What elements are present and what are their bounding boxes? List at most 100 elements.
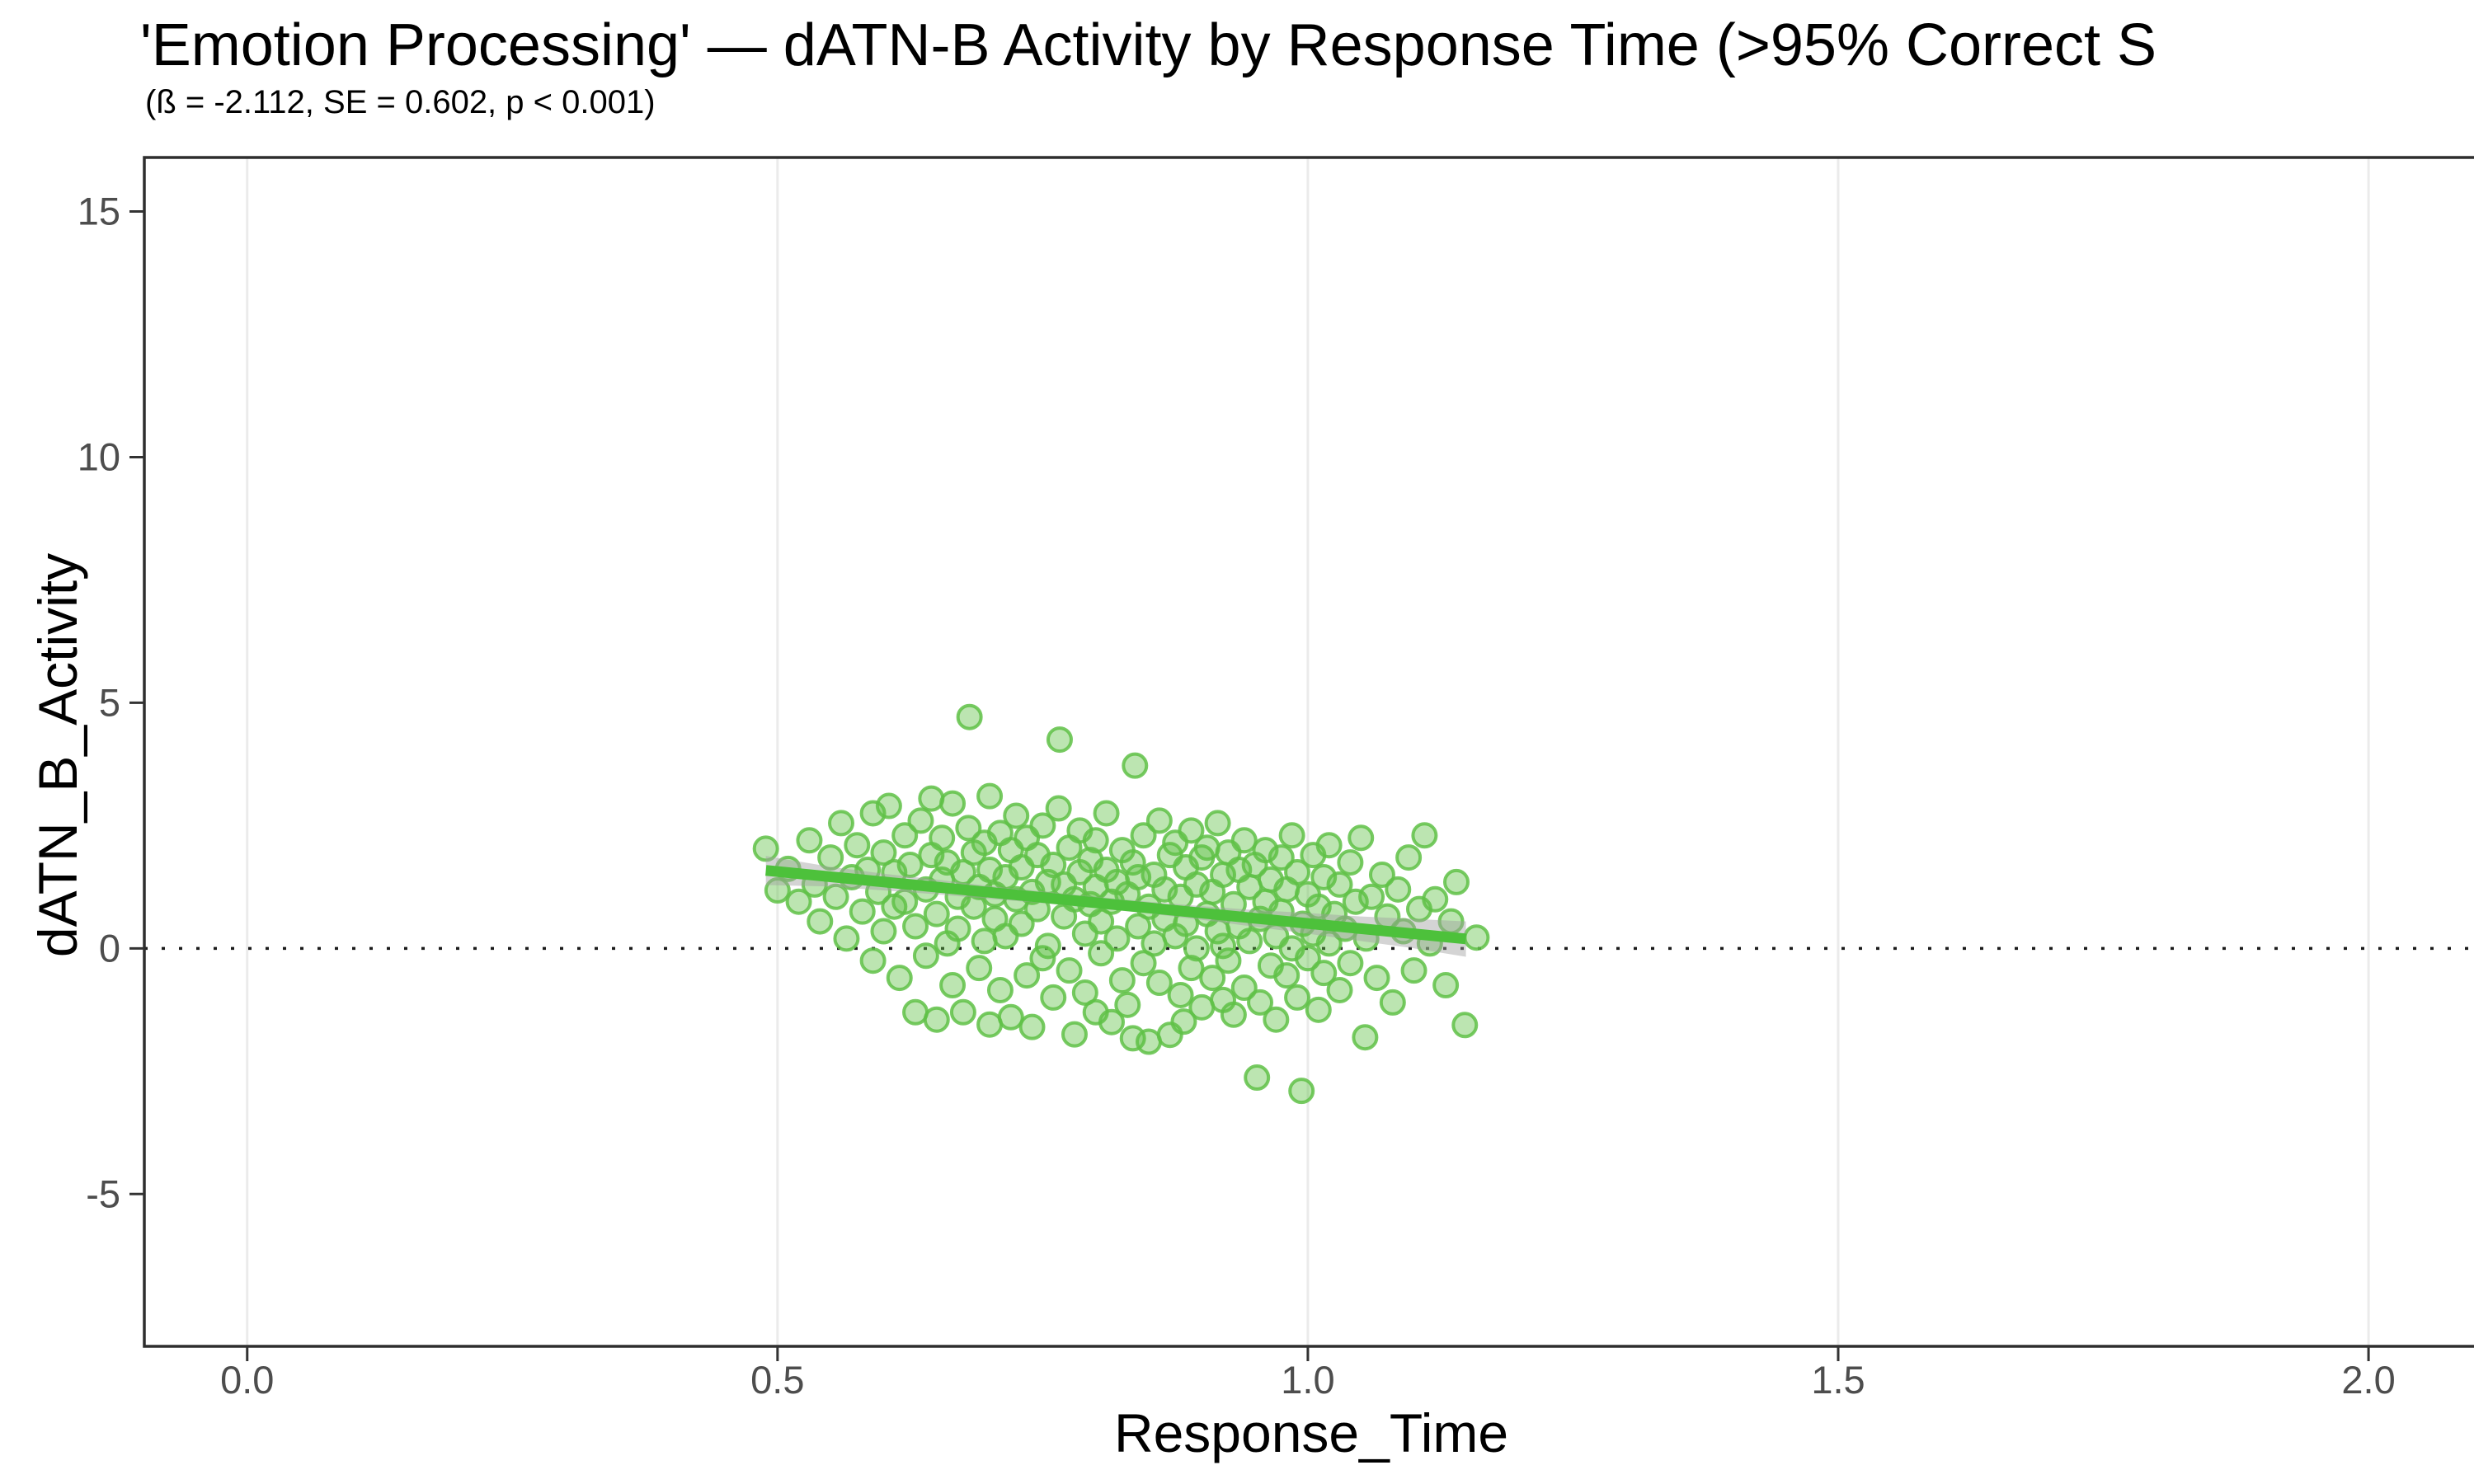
scatter-point	[822, 883, 849, 910]
scatter-point	[849, 898, 876, 925]
scatter-point	[1337, 950, 1364, 977]
scatter-point	[1183, 935, 1210, 962]
scatter-point	[1263, 1006, 1290, 1033]
scatter-point	[870, 918, 897, 945]
scatter-point	[891, 822, 919, 849]
x-tick-label: 1.5	[1811, 1358, 1865, 1402]
scatter-point	[1071, 979, 1098, 1006]
scatter-point	[1284, 858, 1311, 885]
scatter-point	[1352, 1024, 1379, 1051]
scatter-point	[956, 703, 983, 730]
scatter-point	[828, 810, 855, 837]
scatter-point	[1061, 1021, 1088, 1048]
regression-line	[765, 865, 1467, 945]
scatter-point	[785, 888, 812, 915]
x-tick-label: 0.0	[220, 1358, 274, 1402]
panel-border	[143, 156, 2474, 1348]
scatter-point	[1103, 925, 1131, 952]
scatter-point	[1305, 996, 1332, 1023]
scatter-point	[923, 900, 950, 928]
scatter-point	[1119, 849, 1146, 876]
scatter-point	[1178, 955, 1205, 982]
scatter-point	[1210, 932, 1237, 960]
y-tick-label: 10	[78, 434, 120, 478]
scatter-point	[1122, 752, 1149, 779]
y-tick-label: 5	[99, 680, 120, 724]
y-tick-label: -5	[86, 1172, 120, 1215]
scatter-point	[1230, 827, 1258, 854]
scatter-point	[939, 790, 967, 817]
scatter-point	[1400, 957, 1427, 984]
scatter-point	[1130, 822, 1157, 849]
scatter-point	[1326, 871, 1353, 898]
scatter-point	[1178, 817, 1205, 844]
scatter-point	[1170, 1008, 1197, 1036]
scatter-point	[1008, 910, 1035, 937]
scatter-point	[1040, 984, 1067, 1011]
scatter-point	[833, 925, 860, 952]
y-axis-title: dATN_B_Activity	[27, 552, 88, 958]
scatter-point	[1056, 957, 1083, 984]
scatter-point	[859, 947, 887, 974]
scatter-point	[1395, 844, 1423, 871]
scatter-point	[896, 852, 924, 879]
scatter-point	[1273, 962, 1300, 989]
scatter-point	[1204, 810, 1231, 837]
scatter-point	[1337, 849, 1364, 876]
scatter-point	[844, 832, 871, 859]
scatter-point	[1145, 970, 1173, 997]
scatter-point	[1167, 981, 1194, 1008]
scatter-point	[1230, 974, 1258, 1002]
scatter-point	[870, 839, 897, 866]
scatter-point	[1014, 962, 1041, 989]
scatter-point	[807, 908, 834, 935]
scatter-point	[1088, 940, 1115, 967]
scatter-point	[1236, 928, 1263, 955]
scatter-point	[1082, 827, 1109, 854]
scatter-point	[1379, 989, 1406, 1016]
scatter-point	[1288, 1078, 1315, 1105]
scatter-point	[986, 976, 1014, 1003]
scatter-point	[1046, 726, 1073, 754]
scatter-point	[891, 888, 919, 915]
scatter-point	[949, 998, 976, 1026]
scatter-point	[1368, 861, 1395, 888]
scatter-point	[1422, 885, 1449, 913]
x-tick-label: 0.5	[750, 1358, 804, 1402]
scatter-point	[1088, 908, 1115, 935]
scatter-point	[902, 913, 929, 940]
scatter-point	[1294, 945, 1321, 972]
scatter-point	[997, 1003, 1024, 1031]
scatter-point	[1029, 812, 1056, 839]
scatter-point	[939, 972, 967, 999]
scatter-point	[1284, 984, 1311, 1011]
scatter-point	[929, 824, 956, 852]
scatter-point	[1358, 883, 1385, 910]
scatter-point	[1451, 1012, 1479, 1039]
scatter-point	[1125, 913, 1152, 940]
scatter-point	[944, 915, 971, 942]
scatter-point	[1463, 924, 1490, 951]
scatter-point	[1244, 1064, 1271, 1092]
scatter-point	[1108, 967, 1136, 994]
scatter-point	[1315, 930, 1343, 957]
x-axis-title: Response_Time	[1113, 1402, 1509, 1463]
scatter-point	[1114, 991, 1141, 1018]
scatter-point	[1045, 795, 1072, 822]
scatter-point	[1199, 965, 1226, 992]
scatter-point	[1411, 822, 1438, 849]
scatter-point	[1003, 802, 1030, 829]
x-tick-label: 2.0	[2341, 1358, 2395, 1402]
scatter-point	[976, 782, 1004, 810]
scatter-point	[1040, 852, 1067, 879]
x-tick-label: 1.0	[1281, 1358, 1334, 1402]
scatter-point	[1310, 960, 1338, 987]
chart-subtitle: (ß = -2.112, SE = 0.602, p < 0.001)	[145, 84, 656, 120]
y-tick-label: 0	[99, 926, 120, 970]
scatter-point	[955, 815, 982, 842]
scatter-point	[1247, 989, 1274, 1016]
scatter-point	[875, 792, 902, 819]
scatter-point	[907, 807, 934, 834]
